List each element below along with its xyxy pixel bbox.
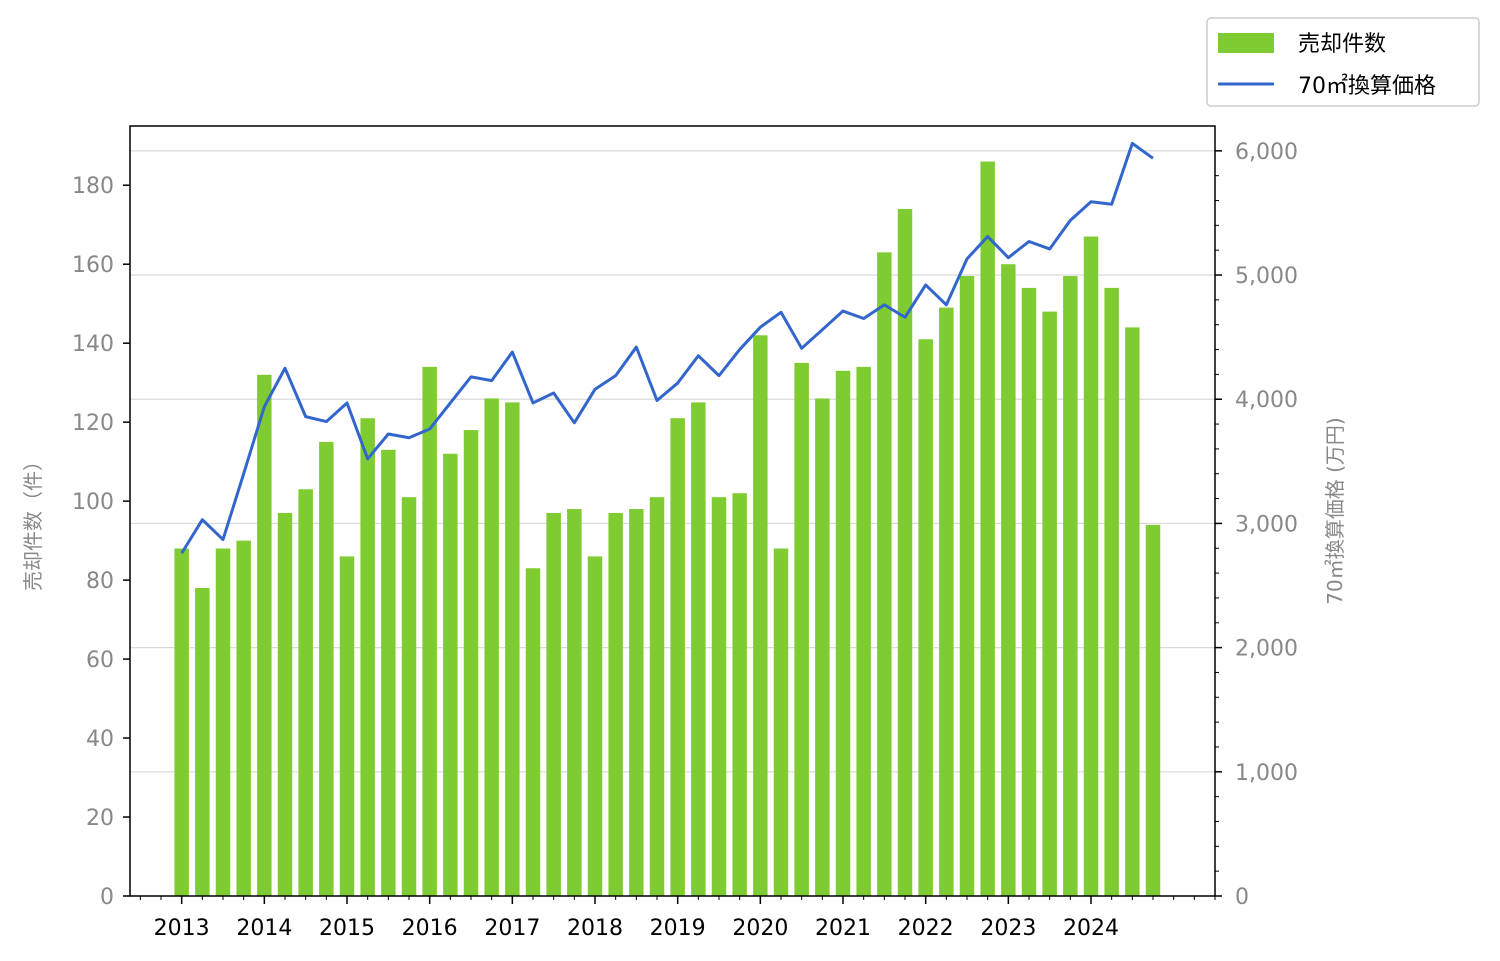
line-series xyxy=(180,141,1154,555)
bar xyxy=(298,489,313,896)
bar xyxy=(815,398,830,896)
bar xyxy=(1104,287,1119,896)
bar xyxy=(649,497,665,896)
bar xyxy=(381,449,396,896)
bar xyxy=(422,366,437,896)
bar xyxy=(195,588,210,896)
bar xyxy=(670,418,685,896)
bar xyxy=(257,374,272,896)
y-right-tick-label: 2,000 xyxy=(1235,637,1298,662)
bar xyxy=(587,556,603,896)
x-tick-label: 2013 xyxy=(154,916,210,941)
bar xyxy=(236,540,251,896)
y-left-tick-label: 0 xyxy=(100,885,114,910)
legend-frame xyxy=(1206,17,1480,107)
x-tick-label: 2019 xyxy=(650,916,706,941)
bar xyxy=(174,548,189,896)
bar xyxy=(277,512,293,896)
legend: 売却件数 70㎡換算価格 xyxy=(1206,17,1480,107)
bar xyxy=(980,161,995,897)
bar xyxy=(1145,524,1161,896)
y-right-tick-label: 3,000 xyxy=(1235,512,1298,537)
bar xyxy=(918,339,933,896)
x-tick-label: 2024 xyxy=(1063,916,1119,941)
bar xyxy=(1063,276,1078,896)
y-right-tick-label: 6,000 xyxy=(1235,140,1298,165)
bar xyxy=(401,497,417,896)
x-axis: 2013 2014 2015 2016 2017 2018 2019 2020 2021 2022… xyxy=(139,896,1216,941)
bar xyxy=(1001,264,1016,896)
y-left-tick-label: 160 xyxy=(72,253,114,278)
bar xyxy=(505,402,520,896)
bar xyxy=(939,307,954,897)
x-tick-label: 2018 xyxy=(567,916,623,941)
bar xyxy=(546,512,561,896)
y-axis-right: 0 1,000 2,000 3,000 4,000 5,000 6,000 xyxy=(1215,140,1298,910)
y-left-tick-label: 100 xyxy=(72,490,114,515)
bar xyxy=(1083,236,1099,897)
legend-line-label: 70㎡換算価格 xyxy=(1298,73,1436,99)
y-left-tick-label: 140 xyxy=(72,332,114,357)
y-axis-left-label: 売却件数（件） xyxy=(21,451,45,591)
y-left-tick-label: 80 xyxy=(86,569,114,594)
bar xyxy=(567,509,582,896)
x-tick-label: 2017 xyxy=(484,916,540,941)
y-left-tick-label: 60 xyxy=(86,648,114,673)
bar xyxy=(835,370,851,896)
bar xyxy=(773,548,789,896)
bar xyxy=(711,497,727,896)
bar xyxy=(732,493,747,896)
y-left-tick-label: 40 xyxy=(86,727,114,752)
bar xyxy=(1021,287,1037,896)
bar xyxy=(319,441,334,896)
bar xyxy=(339,556,355,896)
price-line xyxy=(180,141,1154,555)
bar xyxy=(608,512,623,896)
legend-bar-swatch xyxy=(1218,33,1274,53)
bar xyxy=(215,548,231,896)
bar xyxy=(443,453,458,896)
bar xyxy=(794,362,809,896)
bar xyxy=(897,208,913,896)
bar xyxy=(753,335,768,896)
x-tick-label: 2015 xyxy=(319,916,375,941)
x-tick-label: 2014 xyxy=(236,916,292,941)
bar xyxy=(959,276,975,896)
legend-bar-label: 売却件数 xyxy=(1298,32,1386,57)
y-right-tick-label: 0 xyxy=(1235,885,1249,910)
y-right-tick-label: 5,000 xyxy=(1235,264,1298,289)
x-tick-label: 2020 xyxy=(732,916,788,941)
bar xyxy=(1125,327,1140,896)
bar-series xyxy=(174,161,1161,897)
plot-frame xyxy=(129,125,1216,897)
x-tick-label: 2021 xyxy=(815,916,871,941)
y-left-tick-label: 120 xyxy=(72,411,114,436)
bar xyxy=(360,418,375,896)
bar xyxy=(877,252,892,896)
bar xyxy=(525,568,541,896)
y-right-tick-label: 1,000 xyxy=(1235,761,1298,786)
bar xyxy=(484,398,499,896)
bar xyxy=(691,402,706,896)
y-axis-right-label: 70㎡換算価格 (万円) xyxy=(1323,417,1347,604)
y-axis-left: 0 20 40 60 80 100 120 140 160 180 xyxy=(72,174,130,910)
x-tick-label: 2022 xyxy=(898,916,954,941)
y-left-tick-label: 20 xyxy=(86,806,114,831)
bar xyxy=(629,509,644,896)
y-right-tick-label: 4,000 xyxy=(1235,388,1298,413)
bar xyxy=(1042,311,1057,897)
x-tick-label: 2016 xyxy=(402,916,458,941)
x-tick-label: 2023 xyxy=(980,916,1036,941)
y-left-tick-label: 180 xyxy=(72,174,114,199)
bar xyxy=(856,366,871,896)
bar xyxy=(463,430,479,896)
